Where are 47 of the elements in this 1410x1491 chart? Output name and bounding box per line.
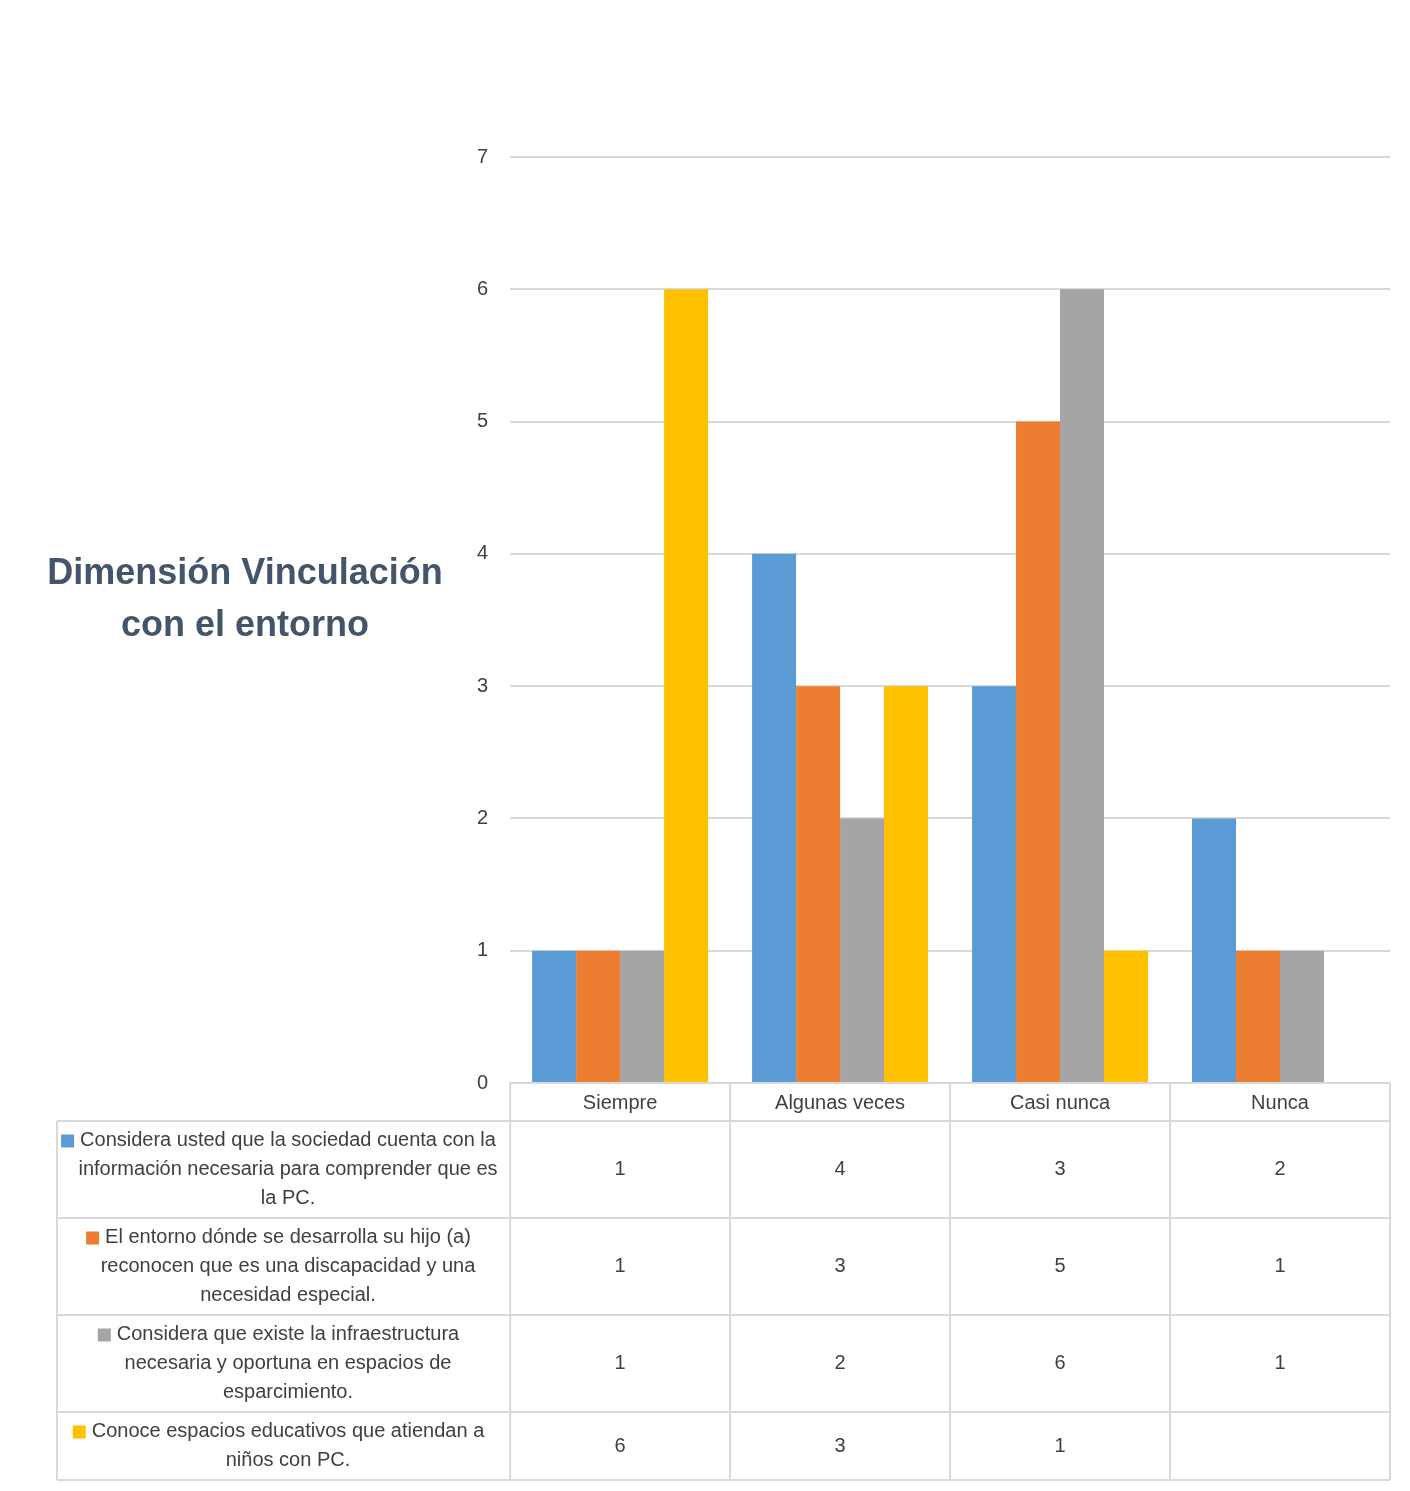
bar <box>1060 289 1105 1082</box>
data-label: 1 <box>1054 1433 1066 1456</box>
y-tick-label: 3 <box>477 673 489 696</box>
bar <box>1192 818 1237 1082</box>
x-tick-label: Siempre <box>582 1090 658 1113</box>
bar <box>1236 950 1281 1082</box>
bar <box>576 950 621 1082</box>
bar <box>752 553 797 1082</box>
legend-label: Considera que existe la infraestructura necesaria y oportuna en espacios de esparcimiento. <box>116 1322 461 1403</box>
bar <box>532 950 577 1082</box>
data-label: 6 <box>1054 1351 1066 1374</box>
data-label: 3 <box>834 1254 846 1277</box>
data-label: 2 <box>1274 1157 1286 1180</box>
bar <box>840 818 885 1082</box>
data-label: 1 <box>614 1351 626 1374</box>
legend-label: Considera usted que la sociedad cuenta con la información necesaria para comprender que es la PC. <box>78 1128 498 1209</box>
y-tick-label: 5 <box>477 409 489 432</box>
data-label: 2 <box>834 1351 846 1374</box>
y-tick-label: 4 <box>477 541 489 564</box>
data-label: 1 <box>1274 1254 1286 1277</box>
bar <box>1280 950 1325 1082</box>
bar <box>1104 950 1149 1082</box>
data-label: 6 <box>614 1433 626 1456</box>
data-label: 5 <box>1054 1254 1066 1277</box>
x-tick-label: Casi nunca <box>1010 1090 1111 1113</box>
x-tick-label: Algunas veces <box>775 1090 906 1113</box>
y-tick-label: 0 <box>477 1070 489 1093</box>
x-tick-label: Nunca <box>1251 1090 1310 1113</box>
bar <box>884 686 929 1082</box>
data-label: 1 <box>614 1157 626 1180</box>
y-tick-label: 2 <box>477 805 489 828</box>
legend-label: El entorno dónde se desarrolla su hijo (a) reconocen que es una discapacidad y una necesidad especial. <box>100 1225 477 1306</box>
bar <box>620 950 665 1082</box>
y-tick-label: 1 <box>477 938 489 961</box>
bar <box>796 686 841 1082</box>
text: Dimensión Vinculación con el entorno <box>47 550 443 644</box>
data-label: 3 <box>834 1433 846 1456</box>
bar <box>664 289 709 1082</box>
data-label: 4 <box>834 1157 846 1180</box>
bar <box>1016 421 1061 1082</box>
data-label: 3 <box>1054 1157 1066 1180</box>
y-tick-label: 6 <box>477 276 489 299</box>
bar <box>972 686 1017 1082</box>
data-label: 1 <box>614 1254 626 1277</box>
y-tick-label: 7 <box>477 144 489 167</box>
data-label: 1 <box>1274 1351 1286 1374</box>
legend-label: Conoce espacios educativos que atiendan a niños con PC. <box>91 1419 486 1471</box>
